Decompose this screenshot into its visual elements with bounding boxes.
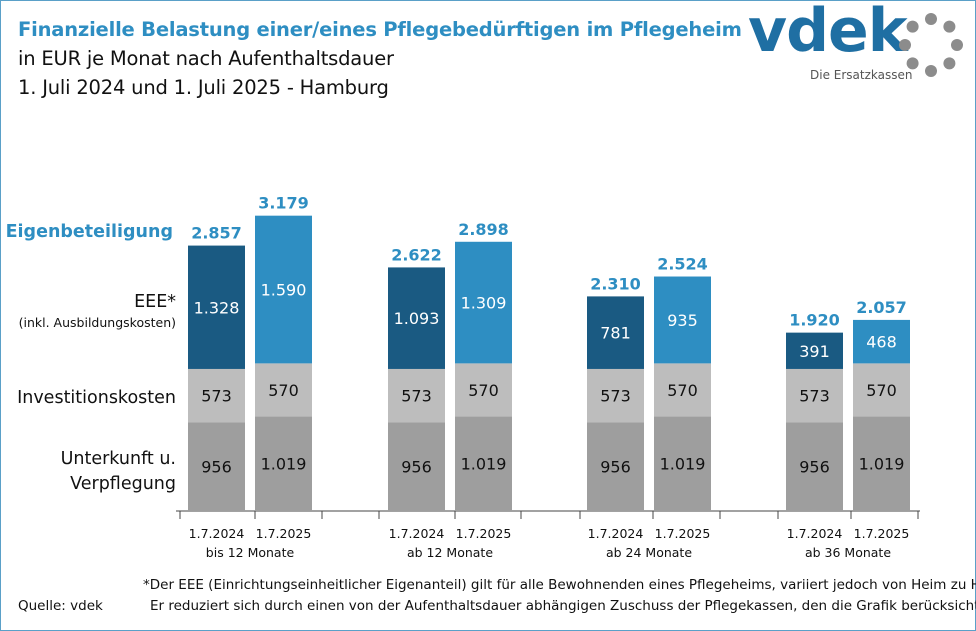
bar-1-2025-date-label: 1.7.2025 [256,526,312,541]
row-label-eigenbeteiligung: Eigenbeteiligung [5,222,173,242]
bar-3-2024-investition-label: 573 [600,387,631,406]
bar-2-2024-investition-label: 573 [401,387,432,406]
bar-1-2025-investition-label: 570 [268,381,299,400]
bar-1-2024-date-label: 1.7.2024 [189,526,245,541]
bar-4-2025-unterkunft-segment [853,416,910,511]
bar-1-2025-unterkunft-segment [255,416,312,511]
footnote-line-1: *Der EEE (Einrichtungseinheitlicher Eige… [143,577,976,593]
group-label-2: ab 12 Monate [407,545,493,560]
bar-2-2024-eee-label: 1.093 [394,309,440,328]
bar-1-2025-eee-label: 1.590 [261,281,307,300]
bar-4-2024-eee-segment [786,332,843,369]
bar-1-2025-investition-segment [255,363,312,417]
source-label: Quelle: vdek [18,598,103,614]
bar-3-2024-unterkunft-segment [587,422,644,511]
bar-4-2024-eee-label: 391 [799,342,830,361]
bar-3-2025-investition-label: 570 [667,381,698,400]
bar-2-2025-investition-segment [455,363,512,417]
bar-4-2025-total-label: 2.057 [856,298,907,317]
bar-3-2025-total-label: 2.524 [657,255,708,274]
row-label-investitionskosten: Investitionskosten [17,388,176,408]
bar-4-2024-total-label: 1.920 [789,311,840,330]
bar-4-2024-unterkunft-segment [786,422,843,511]
bar-1-2025-eee-segment [255,215,312,364]
footnote-line-2: Er reduziert sich durch einen von der Au… [150,598,976,614]
bar-3-2025-unterkunft-segment [654,416,711,511]
bar-2-2024-investition-segment [388,368,445,423]
row-label-verpflegung: Verpflegung [70,474,176,494]
bar-2-2025-eee-segment [455,241,512,364]
bar-3-2024-eee-label: 781 [600,324,631,343]
bar-1-2024-eee-segment [188,245,245,369]
bar-4-2025-date-label: 1.7.2025 [854,526,910,541]
group-label-4: ab 36 Monate [805,545,891,560]
bar-1-2025-unterkunft-label: 1.019 [261,455,307,474]
bar-1-2025-total-label: 3.179 [258,194,309,213]
bar-3-2024-total-label: 2.310 [590,274,641,293]
bar-3-2025-date-label: 1.7.2025 [655,526,711,541]
bar-4-2025-investition-segment [853,363,910,417]
bar-2-2025-investition-label: 570 [468,381,499,400]
bar-2-2025-unterkunft-segment [455,416,512,511]
bar-2-2025-date-label: 1.7.2025 [456,526,512,541]
bar-4-2025-investition-label: 570 [866,381,897,400]
bar-3-2024-unterkunft-label: 956 [600,458,631,477]
row-label-eee: EEE* [134,292,176,312]
bar-2-2025-eee-label: 1.309 [461,294,507,313]
bar-1-2024-eee-label: 1.328 [194,298,240,317]
logo-wordmark: vdek [748,0,908,66]
bar-2-2024-unterkunft-segment [388,422,445,511]
bar-4-2024-unterkunft-label: 956 [799,458,830,477]
group-label-1: bis 12 Monate [206,545,295,560]
bar-4-2024-investition-segment [786,368,843,423]
chart-subtitle: in EUR je Monat nach Aufenthaltsdauer [18,47,394,70]
bar-4-2025-eee-segment [853,319,910,364]
bar-4-2025-unterkunft-label: 1.019 [859,455,905,474]
bar-3-2025-investition-segment [654,363,711,417]
logo-tagline: Die Ersatzkassen [810,68,913,82]
vdek-logo: vdek Die Ersatzkassen [748,0,968,90]
logo-ring-icon [899,13,963,77]
bar-4-2024-date-label: 1.7.2024 [787,526,843,541]
row-label-unterkunft: Unterkunft u. [60,449,176,469]
bar-4-2024-investition-label: 573 [799,387,830,406]
bar-2-2024-unterkunft-label: 956 [401,458,432,477]
group-label-3: ab 24 Monate [606,545,692,560]
bar-1-2024-investition-label: 573 [201,387,232,406]
bar-3-2024-investition-segment [587,368,644,423]
bar-2-2025-total-label: 2.898 [458,220,509,239]
chart-title: Finanzielle Belastung einer/eines Pflege… [18,18,742,41]
bar-3-2024-date-label: 1.7.2024 [588,526,644,541]
bar-1-2024-investition-segment [188,368,245,423]
bar-3-2025-unterkunft-label: 1.019 [660,455,706,474]
bar-2-2024-eee-segment [388,267,445,369]
bar-2-2025-unterkunft-label: 1.019 [461,455,507,474]
bar-2-2024-date-label: 1.7.2024 [389,526,445,541]
bar-3-2024-eee-segment [587,296,644,369]
bar-1-2024-unterkunft-label: 956 [201,458,232,477]
bar-4-2025-eee-label: 468 [866,333,897,352]
chart-date-region: 1. Juli 2024 und 1. Juli 2025 - Hamburg [18,76,389,99]
bar-3-2025-eee-segment [654,276,711,364]
bar-1-2024-total-label: 2.857 [191,224,242,243]
bar-1-2024-unterkunft-segment [188,422,245,511]
bar-2-2024-total-label: 2.622 [391,245,442,264]
row-label-eee-sub: (inkl. Ausbildungskosten) [18,315,176,330]
bar-3-2025-eee-label: 935 [667,311,698,330]
